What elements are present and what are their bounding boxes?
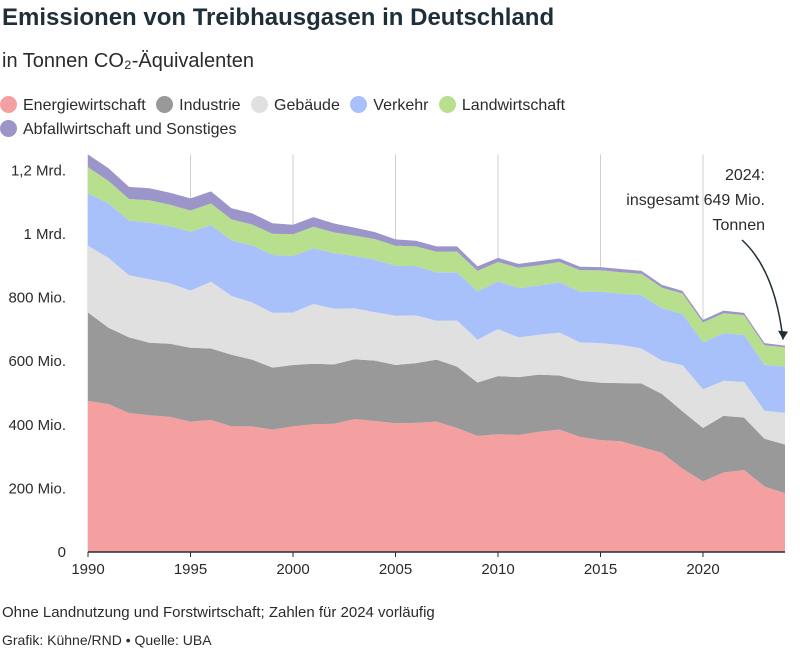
legend-item-industrie: Industrie <box>156 94 241 118</box>
annotation-arrow <box>741 239 784 340</box>
chart-title: Emissionen von Treibhausgasen in Deutsch… <box>2 4 555 31</box>
legend: Energiewirtschaft Industrie Gebäude Verk… <box>0 94 800 142</box>
y-tick-label: 200 Mio. <box>8 480 66 497</box>
legend-item-energiewirtschaft: Energiewirtschaft <box>0 94 146 118</box>
area-gebäude <box>88 245 785 445</box>
annotation-line-2: insgesamt 649 Mio. <box>626 192 765 209</box>
legend-item-gebaeude: Gebäude <box>251 94 340 118</box>
annotation-line-3: Tonnen <box>713 217 766 234</box>
legend-item-abfallwirtschaft: Abfallwirtschaft und Sonstiges <box>0 118 236 142</box>
area-industrie <box>88 312 785 494</box>
legend-swatch <box>156 96 174 113</box>
annotation-arrowhead <box>778 330 788 340</box>
area-landwirtschaft <box>88 167 785 367</box>
legend-swatch <box>251 96 268 113</box>
source-credit: Grafik: Kühne/RND • Quelle: UBA <box>2 632 212 648</box>
area-abfallwirtschaft-und-sonstiges <box>88 154 785 348</box>
x-tick-label: 1995 <box>174 561 207 578</box>
y-tick-label: 800 Mio. <box>8 290 66 307</box>
legend-item-landwirtschaft: Landwirtschaft <box>438 94 566 118</box>
y-tick-label: 1 Mrd. <box>23 226 66 243</box>
legend-label: Landwirtschaft <box>461 97 566 114</box>
x-tick-label: 1990 <box>71 561 104 578</box>
annotation: 2024: insgesamt 649 Mio. Tonnen <box>626 167 788 340</box>
legend-swatch <box>0 120 17 137</box>
x-tick-label: 2015 <box>584 561 617 578</box>
legend-swatch <box>350 96 368 113</box>
x-tick-label: 2000 <box>276 561 309 578</box>
legend-label: Industrie <box>179 97 241 114</box>
y-tick-label: 1,2 Mrd. <box>11 162 66 179</box>
area-energiewirtschaft <box>88 400 785 552</box>
x-tick-label: 2005 <box>379 561 412 578</box>
stacked-area-chart: 0 200 Mio. 400 Mio. 600 Mio. 800 Mio. 1 Mrd. 1… <box>8 154 788 578</box>
area-verkehr <box>88 193 785 413</box>
x-tick-label: 2010 <box>481 561 514 578</box>
legend-item-verkehr: Verkehr <box>350 94 428 118</box>
legend-swatch <box>438 96 456 113</box>
footnote: Ohne Landnutzung und Forstwirtschaft; Za… <box>2 604 435 621</box>
y-tick-label: 400 Mio. <box>8 417 66 434</box>
y-tick-label: 0 <box>58 544 66 561</box>
annotation-line-1: 2024: <box>725 167 765 184</box>
legend-swatch <box>0 96 17 113</box>
legend-label: Abfallwirtschaft und Sonstiges <box>23 121 237 138</box>
axes: 0 200 Mio. 400 Mio. 600 Mio. 800 Mio. 1 Mrd. 1… <box>8 162 785 578</box>
legend-label: Gebäude <box>274 97 340 114</box>
x-tick-label: 2020 <box>686 561 719 578</box>
y-tick-label: 600 Mio. <box>8 353 66 370</box>
legend-label: Verkehr <box>373 97 429 114</box>
areas <box>88 154 785 552</box>
legend-label: Energiewirtschaft <box>23 97 146 114</box>
chart-subtitle: in Tonnen CO₂-Äquivalenten <box>2 50 255 72</box>
